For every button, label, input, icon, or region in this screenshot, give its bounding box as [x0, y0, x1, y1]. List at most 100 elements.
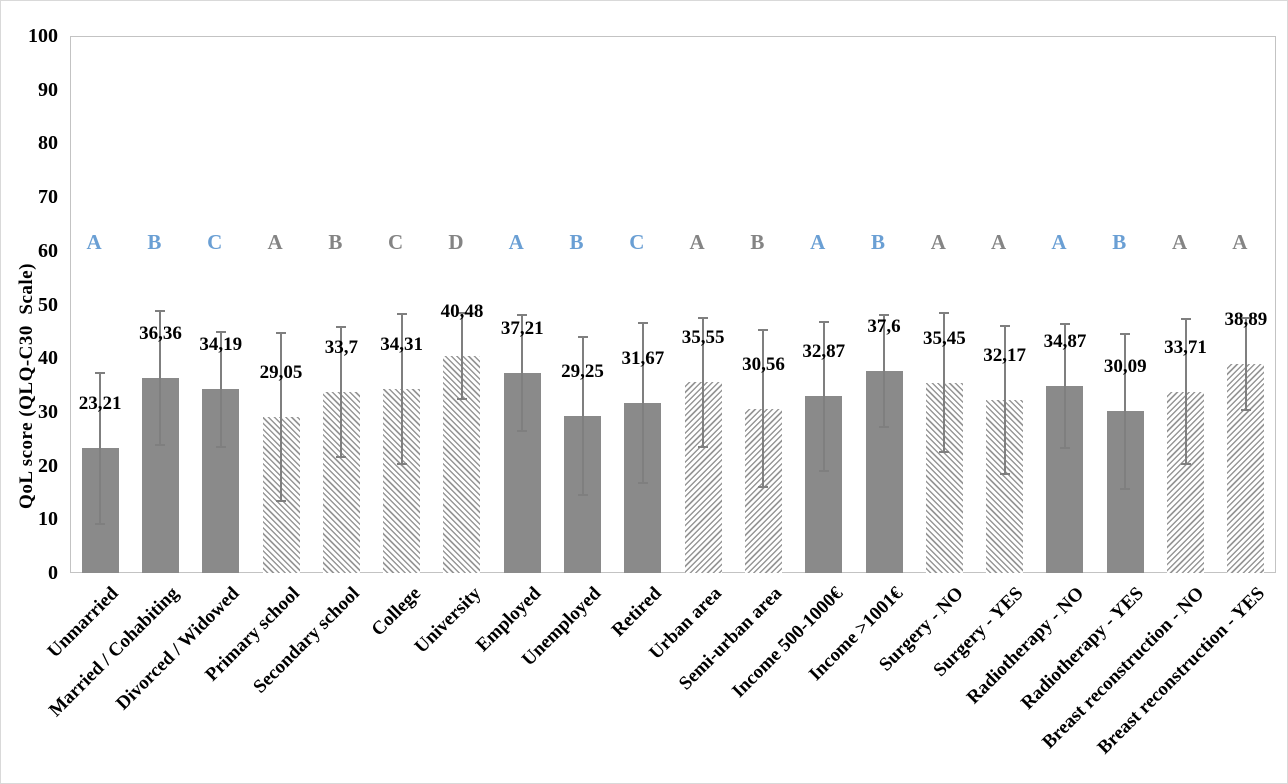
error-bar-cap [999, 325, 1010, 328]
error-bar [822, 322, 825, 471]
error-bar [883, 315, 886, 427]
data-label: 31,67 [621, 347, 665, 369]
error-bar-cap [637, 481, 648, 484]
error-bar [340, 327, 343, 457]
error-bar-cap [95, 522, 106, 525]
significance-letter: C [629, 230, 645, 254]
significance-letter: A [1051, 230, 1067, 254]
y-tick-label: 70 [38, 186, 58, 209]
error-bar [641, 322, 644, 483]
error-bar [1003, 326, 1006, 475]
error-bar [521, 315, 524, 432]
error-bar-cap [215, 330, 226, 333]
error-bar-cap [396, 462, 407, 465]
data-label: 29,25 [561, 360, 604, 382]
error-bar-cap [456, 311, 467, 314]
error-bar-cap [1180, 463, 1191, 466]
y-tick-label: 10 [38, 508, 58, 531]
significance-letter: A [267, 230, 283, 254]
error-bar-cap [276, 331, 287, 334]
error-bar [581, 336, 584, 495]
error-bar-cap [1120, 333, 1131, 336]
significance-letter: B [328, 230, 343, 254]
data-label: 30,09 [1103, 356, 1147, 378]
data-label: 35,45 [922, 327, 966, 349]
significance-letter: A [1232, 230, 1248, 254]
y-tick-label: 0 [48, 562, 58, 584]
error-bar-cap [517, 430, 528, 433]
data-label: 33,71 [1164, 336, 1207, 358]
error-bar-cap [637, 321, 648, 324]
error-bar-cap [1240, 316, 1251, 319]
significance-letter: B [1112, 230, 1127, 254]
error-bar-cap [758, 486, 769, 489]
error-bar-cap [336, 456, 347, 458]
y-tick-label: 50 [38, 293, 58, 316]
error-bar-cap [1120, 487, 1131, 490]
significance-letter: A [810, 230, 826, 254]
x-axis-label: Secondary school [249, 583, 365, 698]
data-label: 30,56 [742, 353, 785, 375]
error-bar-cap [517, 314, 528, 317]
error-bar-cap [456, 397, 467, 400]
error-bar-cap [215, 445, 226, 448]
x-axis-label: Retired [607, 583, 666, 641]
y-axis-title: QoL score (QLQ-C30 Scale) [16, 263, 37, 509]
error-bar-cap [1180, 318, 1191, 321]
data-label: 38,89 [1224, 309, 1268, 331]
x-axis-label: College [367, 583, 425, 641]
error-bar [99, 373, 102, 524]
data-label: 35,55 [681, 327, 725, 349]
significance-letter: A [930, 230, 946, 254]
significance-letter: A [689, 230, 705, 254]
error-bar [1124, 334, 1127, 489]
plot-area [70, 36, 1276, 573]
error-bar [400, 313, 403, 464]
data-label: 23,21 [78, 393, 122, 415]
error-bar-cap [155, 309, 166, 312]
error-bar-cap [939, 450, 950, 453]
significance-letter: B [569, 230, 584, 254]
error-bar-cap [396, 312, 407, 315]
error-bar-cap [879, 314, 890, 317]
data-label: 29,05 [259, 362, 303, 383]
error-bar-cap [95, 372, 106, 375]
error-bar [1184, 319, 1187, 465]
error-bar [1244, 317, 1247, 411]
significance-letter: D [448, 230, 464, 254]
data-label: 32,87 [802, 341, 846, 363]
x-axis-label: Semi-urban area [675, 583, 787, 695]
data-label: 34,87 [1043, 330, 1087, 352]
error-bar [280, 332, 283, 502]
significance-letter: B [750, 230, 765, 254]
significance-letter: A [991, 230, 1007, 254]
error-bar-cap [1240, 409, 1251, 412]
error-bar-cap [818, 321, 829, 324]
data-label: 32,17 [983, 345, 1027, 367]
significance-letter: A [508, 230, 524, 254]
error-bar [219, 331, 222, 447]
error-bar [159, 310, 162, 445]
error-bar-cap [1059, 322, 1070, 325]
significance-letter: B [871, 230, 886, 254]
error-bar [460, 312, 463, 399]
error-bar-cap [698, 316, 709, 319]
error-bar [702, 317, 705, 447]
significance-letter: A [1171, 230, 1188, 254]
error-bar-cap [155, 443, 166, 446]
error-bar-cap [999, 473, 1010, 476]
error-bar-cap [939, 312, 950, 315]
error-bar-cap [879, 425, 890, 428]
x-axis-label: Income 500-1000€ [727, 583, 847, 702]
data-label: 40,48 [440, 300, 484, 322]
error-bar-cap [336, 326, 347, 329]
error-bar [943, 313, 946, 452]
y-tick-label: 20 [38, 454, 58, 477]
y-tick-label: 40 [38, 347, 58, 370]
significance-letter: A [86, 230, 102, 254]
significance-letter: C [388, 230, 404, 254]
y-tick-label: 60 [38, 239, 58, 262]
data-label: 34,19 [199, 334, 243, 356]
error-bar [762, 330, 765, 488]
error-bar-cap [276, 500, 287, 503]
